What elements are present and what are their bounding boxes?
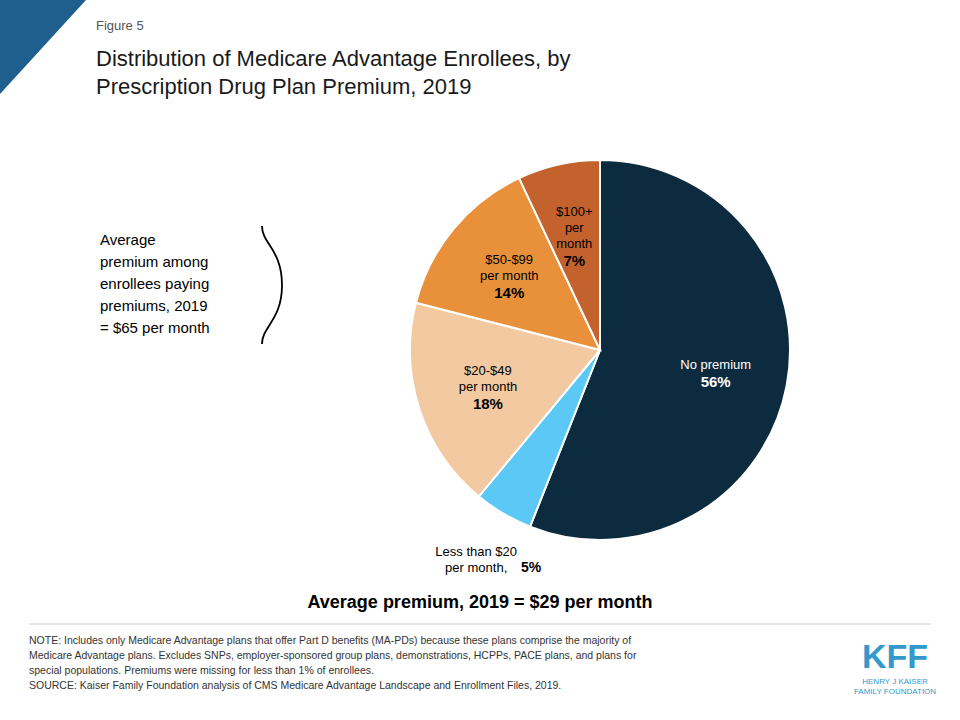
data-label: 14% bbox=[494, 284, 524, 301]
slice-label: $100+permonth bbox=[556, 204, 593, 251]
pie bbox=[410, 160, 790, 540]
figure-label: Figure 5 bbox=[96, 18, 144, 33]
labels: No premium56% Less than $20per month,5% $2… bbox=[435, 204, 751, 575]
slice-label: $20-$49per month bbox=[459, 363, 518, 394]
title: Distribution of Medicare Advantage Enrol… bbox=[96, 46, 570, 99]
slice-label: $50-$99per month bbox=[480, 252, 539, 283]
annotation: Average premium, 2019 = $29 per month bbox=[308, 592, 653, 612]
data-label: 7% bbox=[563, 252, 585, 269]
note: NOTE: Includes only Medicare Advantage p… bbox=[29, 634, 637, 691]
slice bbox=[416, 178, 600, 350]
chart: Figure 5 Distribution of Medicare Advanta… bbox=[0, 0, 960, 720]
decoration bbox=[0, 0, 86, 94]
separator bbox=[29, 624, 931, 625]
slice-label: No premium bbox=[680, 357, 751, 372]
annotation: Averagepremium amongenrollees payingprem… bbox=[100, 231, 210, 336]
data-label: 5% bbox=[521, 559, 542, 575]
data-label: 18% bbox=[473, 395, 503, 412]
background bbox=[0, 0, 960, 720]
slice-label: Less than $20per month, bbox=[435, 544, 517, 575]
logo: KFF bbox=[862, 637, 928, 675]
brace bbox=[262, 226, 282, 344]
data-label: 56% bbox=[701, 373, 731, 390]
logo-text: HENRY J KAISERFAMILY FOUNDATION bbox=[854, 677, 936, 696]
